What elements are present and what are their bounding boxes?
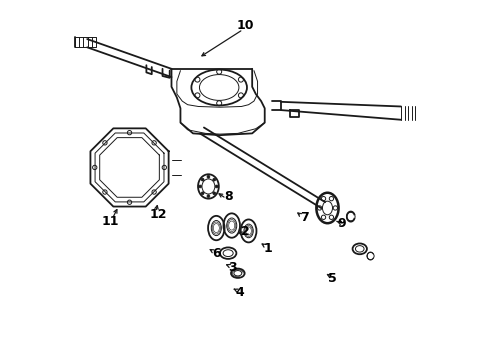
Circle shape bbox=[201, 192, 204, 195]
Text: 10: 10 bbox=[236, 19, 254, 32]
Text: 3: 3 bbox=[228, 261, 237, 274]
Circle shape bbox=[199, 185, 201, 188]
Text: 11: 11 bbox=[102, 215, 119, 228]
Text: 4: 4 bbox=[235, 287, 244, 300]
Circle shape bbox=[207, 195, 210, 198]
Text: 6: 6 bbox=[212, 247, 220, 260]
Text: 7: 7 bbox=[300, 211, 309, 224]
Circle shape bbox=[213, 192, 216, 195]
Text: 2: 2 bbox=[241, 225, 249, 238]
Text: 12: 12 bbox=[149, 208, 167, 221]
Text: 9: 9 bbox=[338, 216, 346, 230]
Text: 1: 1 bbox=[264, 242, 272, 255]
Circle shape bbox=[215, 185, 218, 188]
Circle shape bbox=[201, 178, 204, 181]
Text: 5: 5 bbox=[328, 272, 337, 285]
Text: 8: 8 bbox=[224, 190, 233, 203]
Circle shape bbox=[213, 178, 216, 181]
Circle shape bbox=[207, 175, 210, 178]
